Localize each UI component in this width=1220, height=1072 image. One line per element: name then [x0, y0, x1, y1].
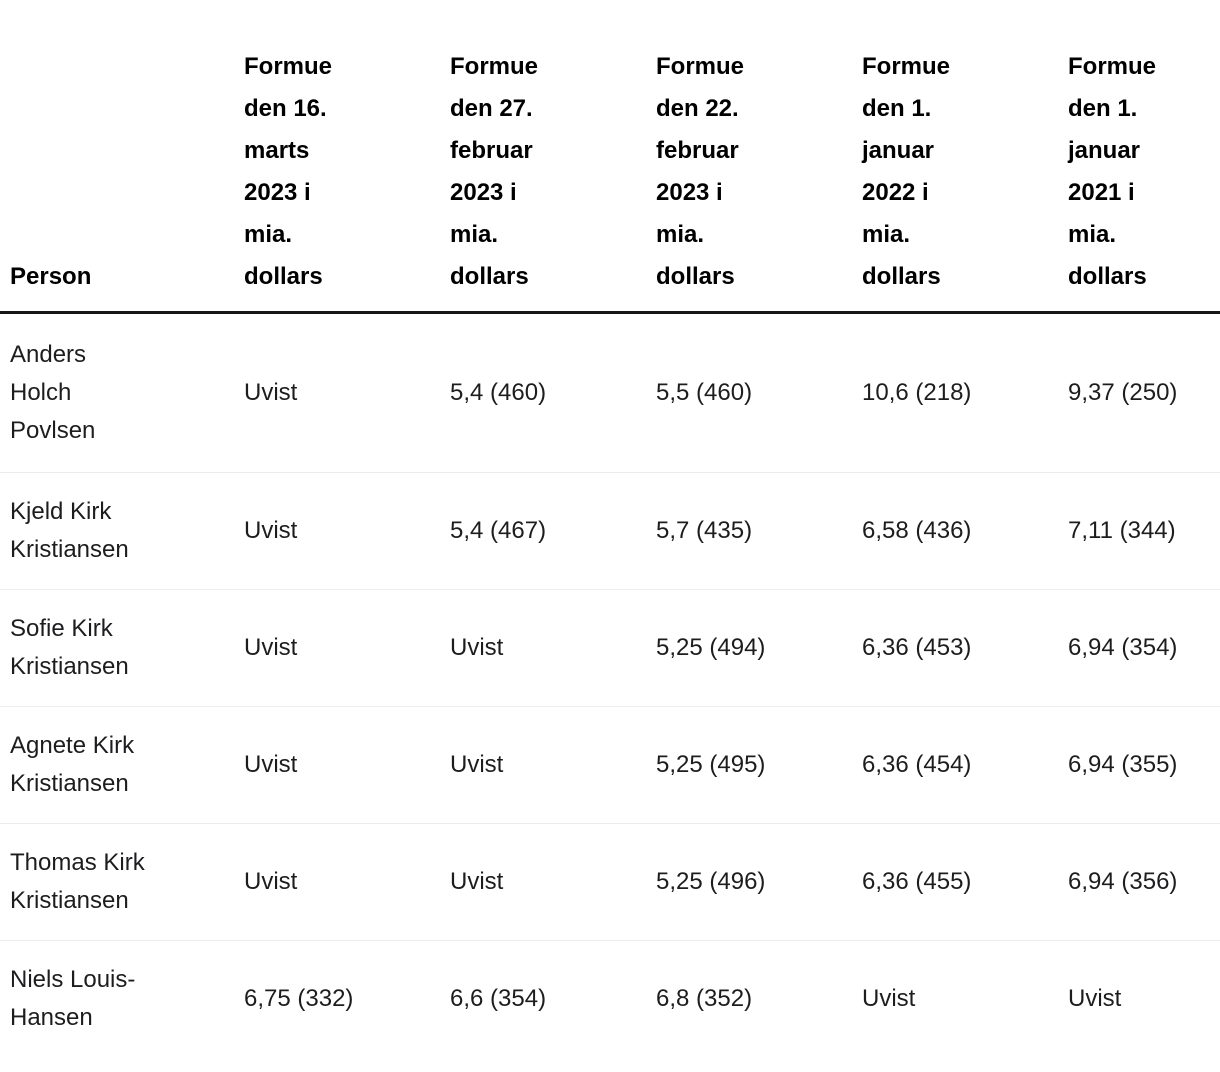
value-cell: 7,11 (344)	[1058, 472, 1220, 590]
value-cell: 5,25 (496)	[646, 823, 852, 941]
table-row: Kjeld Kirk Kristiansen Uvist 5,4 (467) 5…	[0, 472, 1220, 590]
value-cell: 6,8 (352)	[656, 985, 753, 1013]
value-cell: 6,94 (354)	[1058, 589, 1220, 707]
value-cell: 5,5 (460)	[646, 312, 852, 473]
value-cell: Uvist	[234, 472, 440, 590]
person-cell: Thomas Kirk Kristiansen	[0, 823, 234, 941]
header-row: Person Formue den 16. marts 2023 i mia. …	[0, 0, 1220, 314]
value-cell: Uvist	[440, 823, 646, 941]
value-cell: Uvist	[234, 823, 440, 941]
value-cell: 6,36 (454)	[852, 706, 1058, 824]
person-cell: Sofie Kirk Kristiansen	[0, 589, 234, 707]
value-cell: 6,36 (453)	[852, 589, 1058, 707]
person-column-header: Person	[0, 0, 234, 314]
person-cell: Kjeld Kirk Kristiansen	[0, 472, 234, 590]
value-cell: 6,94 (355)	[1058, 706, 1220, 824]
value-cell: 5,25 (494)	[646, 589, 852, 707]
value-cell: 5,4 (467)	[440, 472, 646, 590]
person-cell: Anders Holch Povlsen	[0, 312, 234, 473]
column-header-1-januar-2021: Formue den 1. januar 2021 i mia. dollars	[1058, 0, 1220, 314]
column-header-22-februar-2023: Formue den 22. februar 2023 i mia. dolla…	[646, 0, 852, 314]
value-cell: 5,25 (495)	[646, 706, 852, 824]
value-cell: 5,4 (460)	[440, 312, 646, 473]
table-row: Thomas Kirk Kristiansen Uvist Uvist 5,25…	[0, 823, 1220, 941]
value-cell: Uvist	[234, 706, 440, 824]
person-cell: Agnete Kirk Kristiansen	[0, 706, 234, 824]
value-cell: 6,58 (436)	[852, 472, 1058, 590]
value-cell: Uvist	[440, 589, 646, 707]
value-cell: Uvist	[234, 312, 440, 473]
table-row: Niels Louis- Hansen 6,75 (332) 6,6 (354)…	[0, 941, 1220, 1058]
value-cell: 6,75 (332)	[244, 985, 354, 1013]
value-cell: Uvist	[234, 589, 440, 707]
value-cell: 9,37 (250)	[1058, 312, 1220, 473]
person-cell: Niels Louis- Hansen	[10, 966, 136, 1032]
value-cell: 10,6 (218)	[852, 312, 1058, 473]
table-row: Agnete Kirk Kristiansen Uvist Uvist 5,25…	[0, 706, 1220, 824]
value-cell: 5,7 (435)	[646, 472, 852, 590]
column-header-1-januar-2022: Formue den 1. januar 2022 i mia. dollars	[852, 0, 1058, 314]
column-header-16-marts-2023: Formue den 16. marts 2023 i mia. dollars	[234, 0, 440, 314]
value-cell: 6,94 (356)	[1058, 823, 1220, 941]
table-row: Sofie Kirk Kristiansen Uvist Uvist 5,25 …	[0, 589, 1220, 707]
value-cell: Uvist	[440, 706, 646, 824]
value-cell: 6,6 (354)	[450, 985, 547, 1013]
value-cell: Uvist	[1068, 985, 1122, 1013]
value-cell: Uvist	[862, 985, 916, 1013]
column-header-27-februar-2023: Formue den 27. februar 2023 i mia. dolla…	[440, 0, 646, 314]
table-row: Anders Holch Povlsen Uvist 5,4 (460) 5,5…	[0, 312, 1220, 473]
value-cell: 6,36 (455)	[852, 823, 1058, 941]
